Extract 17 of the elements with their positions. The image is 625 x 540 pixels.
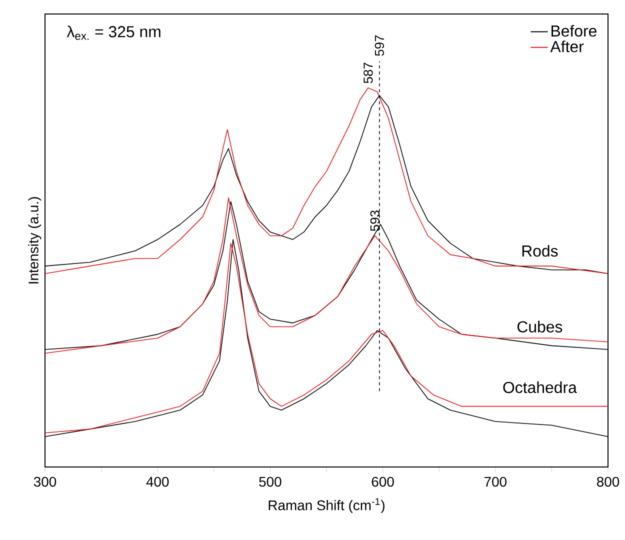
ref-line-label: 597	[374, 35, 384, 56]
legend-label: After	[550, 40, 584, 52]
annotation: Rods	[522, 244, 558, 257]
x-tick-label: 700	[484, 476, 506, 487]
x-tick-label: 400	[146, 476, 169, 487]
y-axis-title: Intensity (a.u.)	[28, 197, 42, 284]
annotation: Octahedra	[503, 381, 577, 394]
x-axis-title: Raman Shift (cm$^{-1}$)	[268, 498, 384, 514]
x-tick-label: 500	[259, 476, 282, 487]
annotation: 593	[370, 210, 380, 232]
annotation: Cubes	[517, 320, 562, 332]
x-tick-label: 800	[596, 476, 620, 487]
annotation: 587	[364, 62, 373, 84]
text: λ$_{ex.}$ = 325 nm	[66, 26, 160, 40]
x-tick-label: 300	[34, 476, 56, 487]
x-tick-label: 600	[372, 476, 394, 487]
legend-label: Before	[552, 24, 596, 37]
